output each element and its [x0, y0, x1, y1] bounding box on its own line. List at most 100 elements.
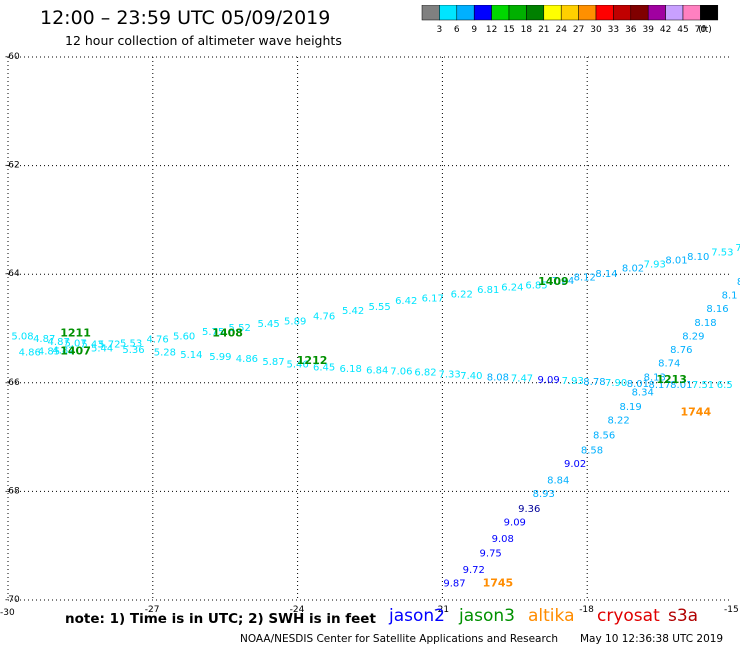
satellite-s3a: s3a — [668, 606, 698, 626]
wave-height-label: 9.02 — [564, 459, 586, 470]
color-swatch — [509, 5, 526, 20]
wave-height-label: 6.22 — [451, 290, 473, 301]
color-scale-label: 18 — [521, 25, 533, 35]
y-tick-label: -66 — [5, 378, 20, 388]
color-scale-label: 36 — [625, 25, 637, 35]
color-scale-label: 24 — [555, 25, 567, 35]
wave-height-label: 5.14 — [180, 350, 202, 361]
wave-height-label: 4.76 — [313, 311, 335, 322]
data-tracks: 5.08 4.874.875.075.435.72 5.53 4.76 5.60 5.75… — [11, 230, 740, 590]
wave-height-label: 8.56 — [593, 431, 615, 442]
wave-height-label: 8.19 — [620, 402, 642, 413]
color-scale-label: 33 — [608, 25, 619, 35]
time-label: 1407 — [60, 345, 91, 358]
y-tick-label: -70 — [5, 595, 20, 605]
satellite-jason2: jason2 — [389, 606, 445, 626]
wave-height-label: 6.17 — [422, 293, 444, 304]
wave-height-label: 9.75 — [480, 549, 502, 560]
wave-height-label: 8.02 — [622, 263, 644, 274]
wave-height-label: 8.1 — [722, 291, 738, 302]
wave-height-label: 5.60 — [173, 331, 195, 342]
wave-height-label: 5.99 — [209, 352, 231, 363]
wave-height-label: 6.81 — [477, 285, 499, 296]
wave-height-label: 8.08 — [487, 373, 509, 384]
time-label: 1744 — [680, 405, 711, 418]
time-label: 1745 — [483, 576, 514, 589]
wave-height-label: 6.5 — [717, 380, 733, 391]
color-swatch — [439, 5, 456, 20]
wave-height-label: 5.89 — [284, 317, 306, 328]
wave-height-label: 5.36 — [122, 345, 144, 356]
color-scale-label: 21 — [538, 25, 549, 35]
corner-label: -30 — [0, 608, 15, 618]
wave-height-label: 8.58 — [581, 445, 603, 456]
wave-height-label: 8.76 — [670, 345, 692, 356]
wave-height-label: 7.06 — [390, 367, 412, 378]
time-label: 1213 — [656, 373, 687, 386]
y-tick-label: -68 — [5, 486, 20, 496]
wave-height-label: 5.87 — [262, 357, 284, 368]
y-tick-label: -62 — [5, 161, 20, 171]
color-swatch — [700, 5, 717, 20]
satellite-cryosat: cryosat — [597, 606, 660, 626]
chart-title: 12:00 – 23:59 UTC 05/09/2019 — [40, 7, 330, 29]
track: 5.08 4.874.875.075.435.72 5.53 4.76 5.60 5.75… — [11, 230, 740, 351]
time-label: 1409 — [538, 275, 569, 288]
wave-height-label: 7.51 — [692, 380, 714, 391]
wave-height-label: 8.14 — [595, 269, 617, 280]
track: 9.87 9.72 9.75 9.08 9.09 9.36 8.93 8.84 9.02 8.58… — [443, 277, 740, 589]
x-tick-label: -15 — [724, 605, 739, 615]
wave-height-label: 8.74 — [658, 359, 680, 370]
x-tick-label: -18 — [579, 605, 594, 615]
color-swatch — [544, 5, 561, 20]
wave-height-label: 7.67 — [735, 243, 740, 254]
wave-height-label: 8.18 — [694, 318, 716, 329]
wave-height-label: 8.78 — [583, 377, 605, 388]
wave-height-label: 5.55 — [369, 302, 391, 313]
color-scale-label: 6 — [454, 25, 460, 35]
color-swatch — [526, 5, 543, 20]
wave-height-label: 9.09 — [537, 375, 559, 386]
color-scale-label: 45 — [677, 25, 688, 35]
time-label: 1408 — [212, 327, 243, 340]
wave-height-label: 9.87 — [443, 578, 465, 589]
time-label: 1212 — [297, 354, 328, 367]
y-tick-label: -60 — [5, 52, 20, 62]
color-swatch — [631, 5, 648, 20]
wave-height-label: 8.16 — [706, 304, 728, 315]
color-scale-label: 12 — [486, 25, 497, 35]
wave-height-label: 6.82 — [414, 368, 436, 379]
color-swatch — [492, 5, 509, 20]
wave-height-label: 8.93 — [533, 489, 555, 500]
color-scale-label: 30 — [590, 25, 602, 35]
color-scale-label: 15 — [503, 25, 514, 35]
wave-height-label: 5.44 — [91, 343, 113, 354]
wave-height-label: 5.08 — [11, 331, 33, 342]
wave-height-label: 9.72 — [463, 565, 485, 576]
wave-height-label: 5.28 — [154, 348, 176, 359]
chart-subtitle: 12 hour collection of altimeter wave hei… — [65, 33, 342, 48]
color-scale-unit: (ft) — [698, 25, 712, 35]
footnote: note: 1) Time is in UTC; 2) SWH is in fe… — [65, 611, 376, 627]
color-swatch — [457, 5, 474, 20]
color-swatch — [422, 5, 439, 20]
track: 4.864.854.82 5.44 5.36 5.28 5.14 5.99 4.86 5.87… — [19, 343, 733, 391]
color-swatch — [579, 5, 596, 20]
color-scale-legend: 3 6 9 12 15 18 21 24 27 30 33 36 39 42 45 70(ft) — [421, 5, 733, 37]
wave-height-label: 7.93 — [644, 260, 666, 271]
wave-height-label: 8.84 — [547, 475, 569, 486]
satellite-altika: altika — [528, 606, 575, 626]
wave-height-label: 5.45 — [258, 319, 280, 330]
wave-height-label: 7.93 — [562, 376, 584, 387]
wave-height-label: 9.09 — [504, 518, 526, 529]
wave-height-label: 8.12 — [574, 273, 596, 284]
credit-line: NOAA/NESDIS Center for Satellite Applica… — [240, 633, 558, 645]
wave-height-label: 6.84 — [366, 366, 388, 377]
wave-height-label: 8.01 — [665, 255, 687, 266]
color-swatch — [474, 5, 491, 20]
color-scale-label: 27 — [573, 25, 584, 35]
wave-height-label: 4.86 — [236, 354, 258, 365]
wave-height-label: 9.36 — [518, 504, 540, 515]
wave-height-label: 9.08 — [492, 534, 514, 545]
color-swatch — [648, 5, 665, 20]
